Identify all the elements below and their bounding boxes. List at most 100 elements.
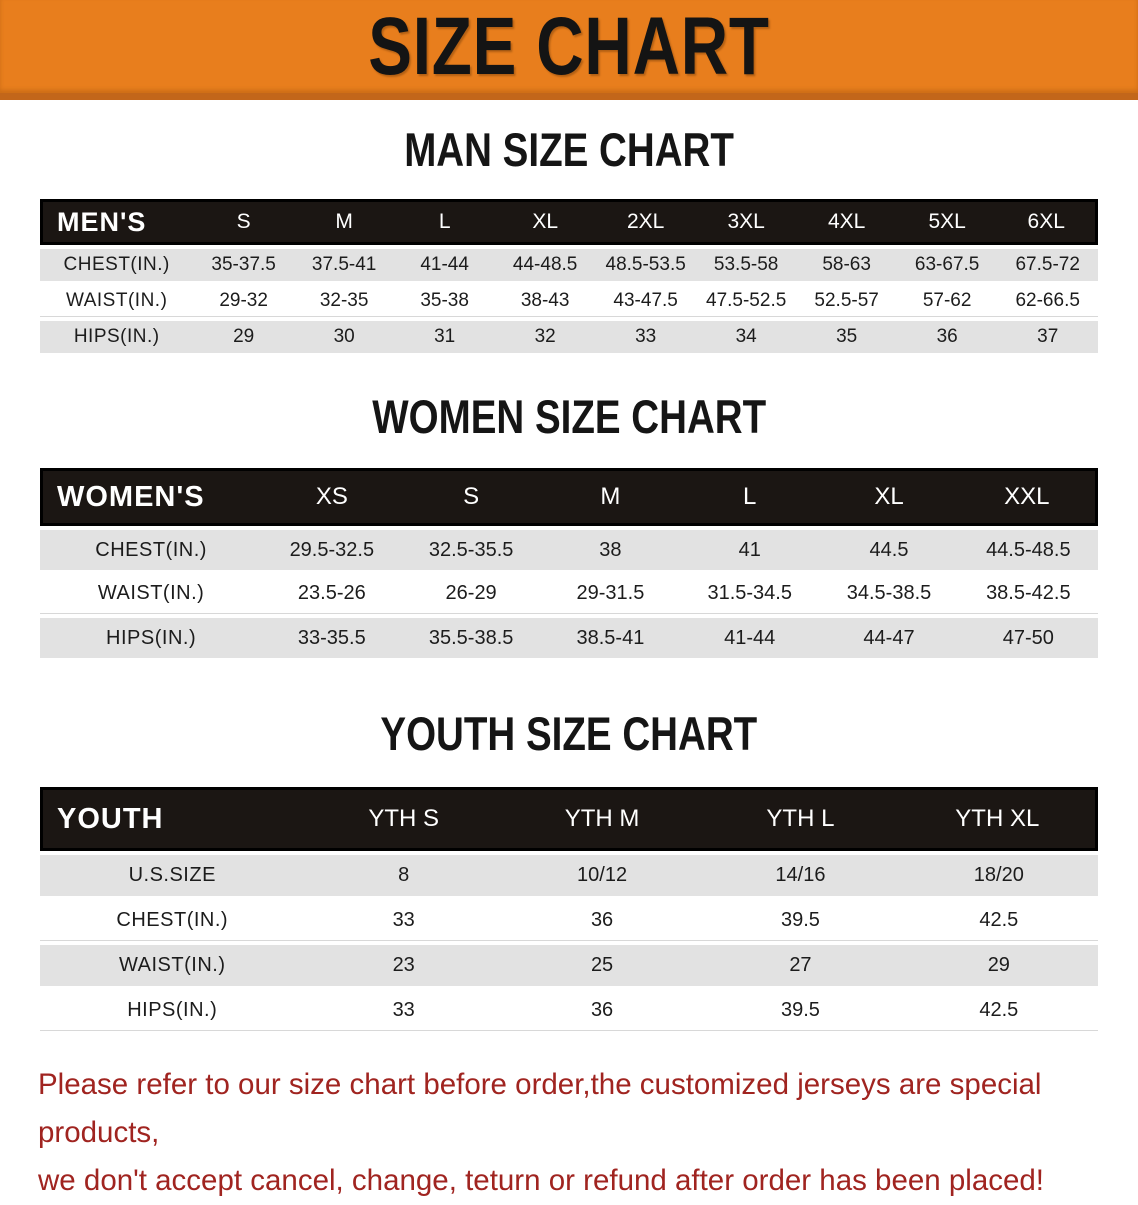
cell-value: 47-50 <box>958 618 1098 658</box>
cell-value: 36 <box>502 990 702 1031</box>
youth-size-header-0: YTH S <box>304 787 503 851</box>
row-label: U.S.SIZE <box>40 855 305 896</box>
women-row-hips-in: HIPS(IN.) 33-35.5 35.5-38.5 38.5-41 41-44 44-… <box>40 618 1098 658</box>
row-label: WAIST(IN.) <box>40 945 305 986</box>
youth-size-header-1: YTH M <box>502 787 702 851</box>
row-label: CHEST(IN.) <box>40 249 194 281</box>
men-row-waist-in: WAIST(IN.) 29-32 32-35 35-38 38-43 43-47.5 47.… <box>40 285 1098 317</box>
row-label: CHEST(IN.) <box>40 530 263 570</box>
cell-value: 35-37.5 <box>193 249 294 281</box>
men-section-heading-text: MAN SIZE CHART <box>404 123 734 176</box>
cell-value: 33 <box>304 900 503 941</box>
cell-value: 38.5-42.5 <box>958 574 1098 614</box>
cell-value: 44-47 <box>819 618 959 658</box>
youth-size-header-2: YTH L <box>701 787 900 851</box>
footer-note: Please refer to our size chart before or… <box>38 1061 1100 1205</box>
men-row-hips-in: HIPS(IN.) 29 30 31 32 33 34 35 36 37 <box>40 321 1098 353</box>
cell-value: 38.5-41 <box>540 618 681 658</box>
women-section: WOMEN SIZE CHART WOMEN'S XS S M L XL XXL CHEST(… <box>0 393 1138 662</box>
cell-value: 35 <box>796 321 897 353</box>
cell-value: 39.5 <box>701 900 900 941</box>
women-size-header-2: M <box>540 468 681 526</box>
cell-value: 47.5-52.5 <box>695 285 797 317</box>
cell-value: 44-48.5 <box>494 249 596 281</box>
cell-value: 52.5-57 <box>796 285 897 317</box>
cell-value: 32.5-35.5 <box>401 530 541 570</box>
cell-value: 31.5-34.5 <box>680 574 820 614</box>
men-table-label: MEN'S <box>40 199 194 245</box>
cell-value: 63-67.5 <box>896 249 998 281</box>
youth-section-heading-text: YOUTH SIZE CHART <box>380 707 758 760</box>
cell-value: 31 <box>394 321 495 353</box>
youth-section: YOUTH SIZE CHART YOUTH YTH S YTH M YTH L YTH… <box>0 710 1138 1035</box>
men-row-chest-in: CHEST(IN.) 35-37.5 37.5-41 41-44 44-48.5 48.5… <box>40 249 1098 281</box>
women-section-heading-text: WOMEN SIZE CHART <box>372 390 766 443</box>
cell-value: 25 <box>502 945 702 986</box>
youth-table-label: YOUTH <box>40 787 305 851</box>
women-size-header-0: XS <box>262 468 402 526</box>
cell-value: 57-62 <box>896 285 998 317</box>
cell-value: 58-63 <box>796 249 897 281</box>
cell-value: 29 <box>899 945 1098 986</box>
cell-value: 34.5-38.5 <box>819 574 959 614</box>
cell-value: 14/16 <box>701 855 900 896</box>
cell-value: 33 <box>304 990 503 1031</box>
cell-value: 26-29 <box>401 574 541 614</box>
cell-value: 38 <box>540 530 681 570</box>
row-label: WAIST(IN.) <box>40 574 263 614</box>
row-label: CHEST(IN.) <box>40 900 305 941</box>
men-size-header-6: 4XL <box>796 199 897 245</box>
women-size-header-3: L <box>680 468 820 526</box>
cell-value: 34 <box>695 321 797 353</box>
cell-value: 29-31.5 <box>540 574 681 614</box>
row-label: WAIST(IN.) <box>40 285 194 317</box>
women-size-header-5: XXL <box>958 468 1098 526</box>
banner-title: SIZE CHART <box>368 0 770 92</box>
youth-row-u-s-size: U.S.SIZE 8 10/12 14/16 18/20 <box>40 855 1098 896</box>
cell-value: 8 <box>304 855 503 896</box>
women-row-chest-in: CHEST(IN.) 29.5-32.5 32.5-35.5 38 41 44.5 44.5… <box>40 530 1098 570</box>
cell-value: 62-66.5 <box>997 285 1098 317</box>
youth-header-row: YOUTH YTH S YTH M YTH L YTH XL <box>40 787 1098 851</box>
youth-row-waist-in: WAIST(IN.) 23 25 27 29 <box>40 945 1098 986</box>
cell-value: 36 <box>896 321 998 353</box>
footer-note-line1: Please refer to our size chart before or… <box>38 1068 1042 1149</box>
cell-value: 36 <box>502 900 702 941</box>
cell-value: 27 <box>701 945 900 986</box>
row-label: HIPS(IN.) <box>40 990 305 1031</box>
women-section-heading: WOMEN SIZE CHART <box>0 393 1138 440</box>
cell-value: 30 <box>293 321 395 353</box>
cell-value: 23 <box>304 945 503 986</box>
cell-value: 41-44 <box>394 249 495 281</box>
men-size-header-4: 2XL <box>595 199 696 245</box>
cell-value: 48.5-53.5 <box>595 249 696 281</box>
cell-value: 44.5-48.5 <box>958 530 1098 570</box>
men-size-header-1: M <box>293 199 395 245</box>
youth-size-table: YOUTH YTH S YTH M YTH L YTH XL U.S.SIZE 8 10/12… <box>40 783 1098 1035</box>
women-size-table: WOMEN'S XS S M L XL XXL CHEST(IN.) 29.5-32.5 32.5… <box>40 464 1098 662</box>
men-size-header-0: S <box>193 199 294 245</box>
youth-size-header-3: YTH XL <box>899 787 1098 851</box>
cell-value: 32-35 <box>293 285 395 317</box>
cell-value: 53.5-58 <box>695 249 797 281</box>
women-table-label: WOMEN'S <box>40 468 263 526</box>
banner: SIZE CHART <box>0 0 1138 100</box>
women-size-header-4: XL <box>819 468 959 526</box>
men-section: MAN SIZE CHART MEN'S S M L XL 2XL 3XL 4XL 5XL 6XL… <box>0 126 1138 357</box>
cell-value: 67.5-72 <box>997 249 1098 281</box>
cell-value: 39.5 <box>701 990 900 1031</box>
footer-note-line2: we don't accept cancel, change, teturn o… <box>38 1164 1044 1197</box>
cell-value: 41 <box>680 530 820 570</box>
cell-value: 29-32 <box>193 285 294 317</box>
cell-value: 41-44 <box>680 618 820 658</box>
men-size-table: MEN'S S M L XL 2XL 3XL 4XL 5XL 6XL CHEST(IN.) 35-37… <box>40 195 1098 357</box>
cell-value: 29 <box>193 321 294 353</box>
cell-value: 42.5 <box>899 990 1098 1031</box>
cell-value: 44.5 <box>819 530 959 570</box>
cell-value: 42.5 <box>899 900 1098 941</box>
women-row-waist-in: WAIST(IN.) 23.5-26 26-29 29-31.5 31.5-34.5 34… <box>40 574 1098 614</box>
cell-value: 33-35.5 <box>262 618 402 658</box>
men-size-header-2: L <box>394 199 495 245</box>
cell-value: 29.5-32.5 <box>262 530 402 570</box>
